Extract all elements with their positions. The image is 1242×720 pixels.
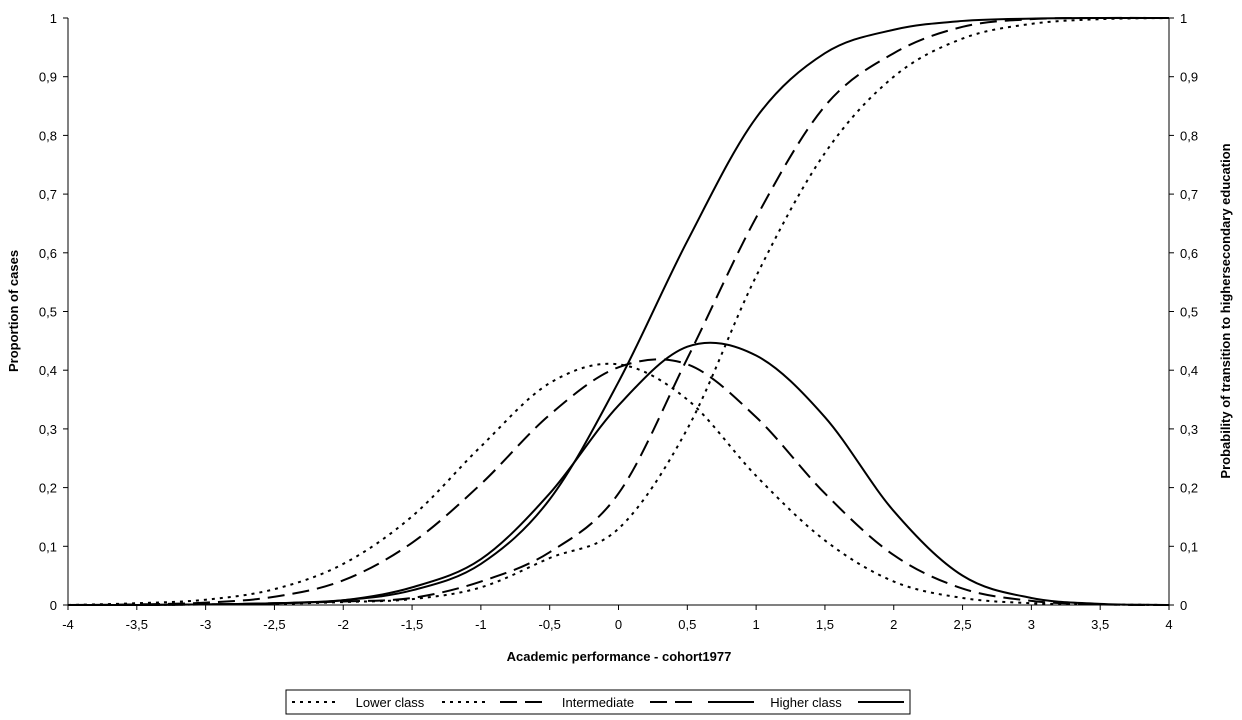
x-tick-label: 2,5: [954, 617, 972, 632]
y-tick-label: 0,4: [39, 363, 57, 378]
y-tick-label: 0: [50, 598, 57, 613]
x-tick-label: -0,5: [538, 617, 560, 632]
y2-tick-label: 0,4: [1180, 363, 1198, 378]
y-tick-label: 0,1: [39, 539, 57, 554]
legend: Lower class Intermediate Higher class: [285, 689, 911, 715]
ticks-layer: -4 -3,5 -3 -2,5 -2 -1,5 -1 -0,5 0 0,5 1 1,5 2 2,5 3 3,5…: [39, 11, 1198, 632]
distribution-line-lower-class: [67, 362, 1170, 606]
y2-tick-label: 0,1: [1180, 539, 1198, 554]
x-tick-label: 2: [890, 617, 897, 632]
x-tick-label: 1: [753, 617, 760, 632]
y2-tick-label: 0,2: [1180, 481, 1198, 496]
x-tick-label: -4: [62, 617, 74, 632]
y2-tick-label: 0,7: [1180, 187, 1198, 202]
y-axis-title: Proportion of cases: [6, 250, 21, 372]
y2-tick-label: 0,3: [1180, 422, 1198, 437]
transition-line-lower-class: [67, 17, 1170, 607]
y-tick-label: 0,5: [39, 305, 57, 320]
y2-tick-label: 1: [1180, 11, 1187, 26]
y-tick-label: 0,2: [39, 481, 57, 496]
y2-axis-title: Probability of transition to highersecon…: [1218, 143, 1233, 478]
x-axis-title: Academic performance - cohort1977: [507, 649, 732, 664]
x-tick-label: 3: [1028, 617, 1035, 632]
x-tick-label: -1,5: [401, 617, 423, 632]
transition-line-intermediate: [67, 16, 1170, 607]
transition-line-higher-class: [67, 16, 1170, 607]
x-tick-label: 0,5: [678, 617, 696, 632]
y-tick-label: 0,7: [39, 187, 57, 202]
x-tick-label: -3,5: [126, 617, 148, 632]
y2-tick-label: 0,6: [1180, 246, 1198, 261]
y2-tick-label: 0,5: [1180, 305, 1198, 320]
y2-tick-label: 0: [1180, 598, 1187, 613]
y-tick-label: 0,8: [39, 128, 57, 143]
y2-tick-label: 0,9: [1180, 70, 1198, 85]
x-tick-label: 0: [615, 617, 622, 632]
axes-layer: [67, 18, 1170, 606]
x-tick-label: -3: [200, 617, 212, 632]
x-tick-label: 1,5: [816, 617, 834, 632]
x-tick-label: -1: [475, 617, 487, 632]
legend-box: [285, 689, 911, 715]
y-tick-label: 1: [50, 11, 57, 26]
x-tick-label: 4: [1165, 617, 1172, 632]
x-tick-label: 3,5: [1091, 617, 1109, 632]
y-tick-label: 0,9: [39, 70, 57, 85]
x-tick-label: -2: [337, 617, 349, 632]
distribution-line-intermediate: [67, 358, 1170, 606]
y-tick-label: 0,6: [39, 246, 57, 261]
legend-label: Intermediate: [562, 695, 634, 710]
legend-label: Higher class: [770, 695, 842, 710]
legend-label: Lower class: [356, 695, 425, 710]
series-layer: [67, 16, 1170, 607]
x-tick-label: -2,5: [263, 617, 285, 632]
y2-tick-label: 0,8: [1180, 128, 1198, 143]
y-tick-label: 0,3: [39, 422, 57, 437]
